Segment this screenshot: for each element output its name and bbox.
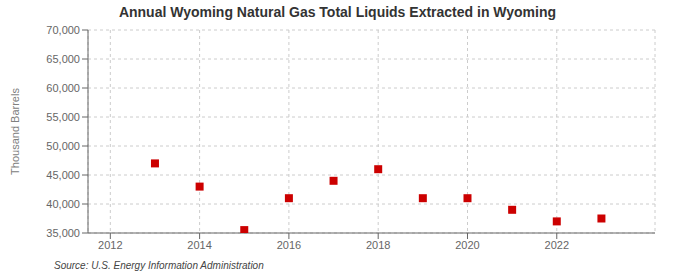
svg-text:45,000: 45,000	[46, 169, 80, 181]
svg-text:70,000: 70,000	[46, 24, 80, 36]
svg-text:2018: 2018	[366, 239, 390, 251]
svg-text:40,000: 40,000	[46, 198, 80, 210]
svg-text:Thousand Barrels: Thousand Barrels	[9, 88, 21, 175]
svg-text:2014: 2014	[187, 239, 211, 251]
svg-text:2012: 2012	[98, 239, 122, 251]
svg-text:2016: 2016	[277, 239, 301, 251]
svg-text:60,000: 60,000	[46, 82, 80, 94]
svg-text:50,000: 50,000	[46, 140, 80, 152]
svg-text:2022: 2022	[545, 239, 569, 251]
svg-text:55,000: 55,000	[46, 111, 80, 123]
svg-text:2020: 2020	[455, 239, 479, 251]
svg-text:35,000: 35,000	[46, 227, 80, 239]
html-text:Annual Wyoming Natural Gas Tot: Annual Wyoming Natural Gas Total Liquids…	[118, 4, 557, 20]
html-text:Source: U.S. Energy Informatio: Source: U.S. Energy Information Administ…	[54, 260, 264, 271]
svg-text:65,000: 65,000	[46, 53, 80, 65]
